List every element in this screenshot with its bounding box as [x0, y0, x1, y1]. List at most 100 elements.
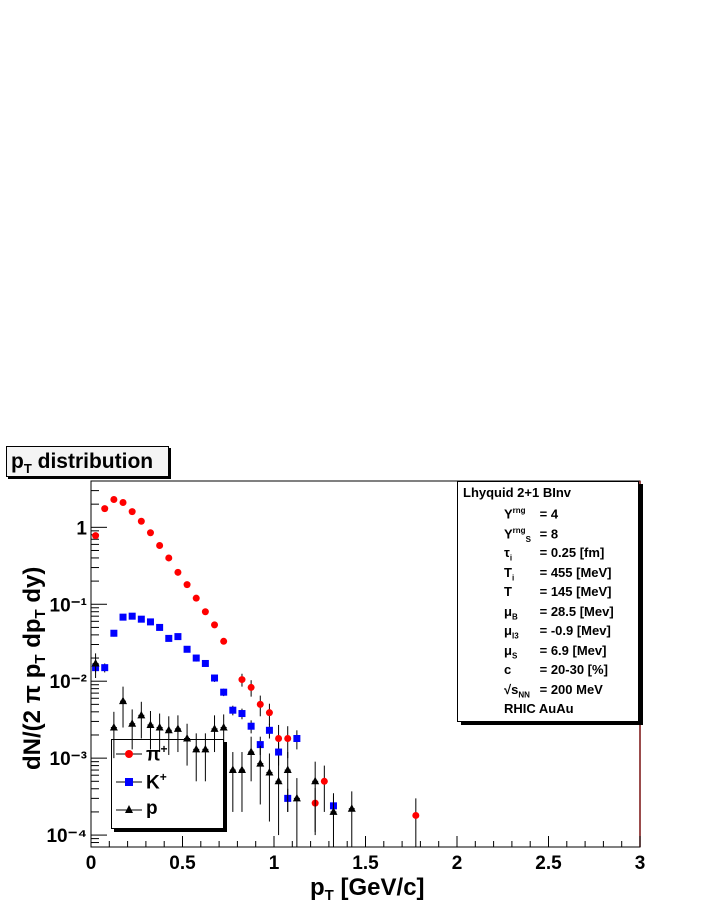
chart-title: pT distribution	[6, 446, 169, 477]
x-tick-label: 0	[86, 853, 97, 874]
data-point	[110, 629, 118, 637]
data-point	[164, 725, 173, 734]
data-point	[228, 765, 237, 774]
parameter-value: = -0.9 [Mev]	[536, 623, 611, 638]
parameter-row: Yrng = 4	[504, 506, 558, 521]
data-marks	[91, 495, 420, 847]
data-point	[238, 676, 246, 684]
data-point	[109, 723, 118, 731]
data-point	[128, 719, 137, 727]
data-point	[229, 706, 237, 714]
parameter-symbol: μI3	[504, 623, 519, 641]
data-point	[119, 613, 127, 621]
legend-label: K+	[146, 770, 167, 794]
title-rest: distribution	[31, 450, 154, 473]
data-point	[201, 744, 210, 753]
data-point	[119, 696, 128, 705]
data-point	[347, 804, 356, 812]
data-point	[220, 637, 228, 645]
parameter-symbol: YrngS	[504, 525, 531, 544]
series-triangle	[91, 653, 356, 847]
parameter-value: = 200 MeV	[536, 681, 603, 697]
data-point	[210, 724, 219, 732]
parameter-symbol: √sNN	[504, 681, 530, 700]
parameter-value: = 455 [MeV]	[536, 564, 612, 580]
legend-marker	[116, 750, 142, 758]
data-point	[146, 720, 155, 728]
data-point	[156, 623, 164, 631]
data-point	[220, 688, 228, 696]
data-point	[128, 508, 136, 516]
parameter-value: = 6.9 [Mev]	[536, 642, 607, 658]
legend-marker	[116, 778, 142, 786]
data-point	[256, 759, 265, 767]
data-point	[183, 645, 191, 653]
data-point	[247, 747, 256, 756]
title-sub: T	[23, 461, 32, 477]
parameter-symbol: T	[504, 584, 512, 599]
parameter-row: μI3 = -0.9 [Mev]	[504, 623, 611, 641]
data-point	[110, 495, 118, 503]
parameter-symbol: μB	[504, 603, 518, 622]
data-point	[146, 529, 154, 537]
data-point	[329, 807, 338, 815]
data-point	[174, 568, 182, 576]
data-point	[101, 505, 109, 513]
parameter-value: = 145 [MeV]	[536, 584, 612, 599]
data-point	[320, 777, 328, 785]
data-point	[211, 621, 219, 629]
data-point	[247, 683, 255, 691]
parameter-row: RHIC AuAu	[504, 701, 574, 716]
y-tick-label: 10⁻²	[50, 672, 88, 693]
data-point	[211, 674, 219, 682]
data-point	[128, 612, 136, 620]
data-point	[274, 776, 283, 785]
title-main: p	[11, 450, 24, 473]
y-tick-label: 10⁻³	[50, 749, 88, 770]
x-tick-label: 0.5	[169, 853, 196, 874]
parameter-symbol: Ti	[504, 564, 515, 583]
data-point	[165, 634, 173, 642]
parameter-value: = 28.5 [Mev]	[536, 603, 614, 619]
data-point	[219, 723, 228, 731]
data-point	[165, 554, 173, 562]
data-point	[192, 654, 200, 662]
parameter-row: μB = 28.5 [Mev]	[504, 604, 614, 622]
x-axis-title: pT [GeV/c]	[310, 874, 425, 904]
data-point	[173, 724, 182, 732]
data-point	[238, 710, 246, 718]
data-point	[256, 700, 264, 708]
data-point	[192, 594, 200, 602]
parameter-heading: Lhyquid 2+1 BInv	[463, 485, 571, 500]
data-point	[284, 735, 292, 743]
data-point	[265, 768, 274, 776]
parameter-value: = 20-30 [%]	[536, 662, 608, 677]
legend-marker	[116, 805, 142, 813]
data-point	[91, 658, 100, 667]
data-point	[275, 748, 283, 756]
parameter-row: T = 145 [MeV]	[504, 584, 612, 599]
parameter-row: Ti = 455 [MeV]	[504, 565, 612, 583]
parameter-row: μS = 6.9 [Mev]	[504, 643, 606, 661]
data-point	[412, 811, 420, 819]
data-point	[201, 608, 209, 616]
y-tick-label: 1	[76, 518, 87, 539]
parameter-value: = 4	[536, 506, 559, 522]
data-point	[283, 765, 292, 774]
data-point	[183, 581, 191, 589]
x-tick-label: 1.5	[352, 853, 379, 874]
data-point	[119, 499, 127, 507]
data-point	[155, 723, 164, 731]
y-tick-label: 10⁻⁴	[46, 826, 87, 847]
data-point	[201, 659, 209, 667]
y-tick-label: 10⁻¹	[50, 595, 88, 616]
data-point	[247, 722, 255, 730]
parameter-symbol: c	[504, 662, 512, 677]
data-point	[137, 710, 146, 719]
legend-label: p	[146, 798, 158, 819]
parameter-symbol: μS	[504, 642, 518, 661]
parameter-value: = 0.25 [fm]	[536, 545, 605, 560]
data-point	[237, 765, 246, 774]
parameter-row: √sNN = 200 MeV	[504, 682, 603, 700]
